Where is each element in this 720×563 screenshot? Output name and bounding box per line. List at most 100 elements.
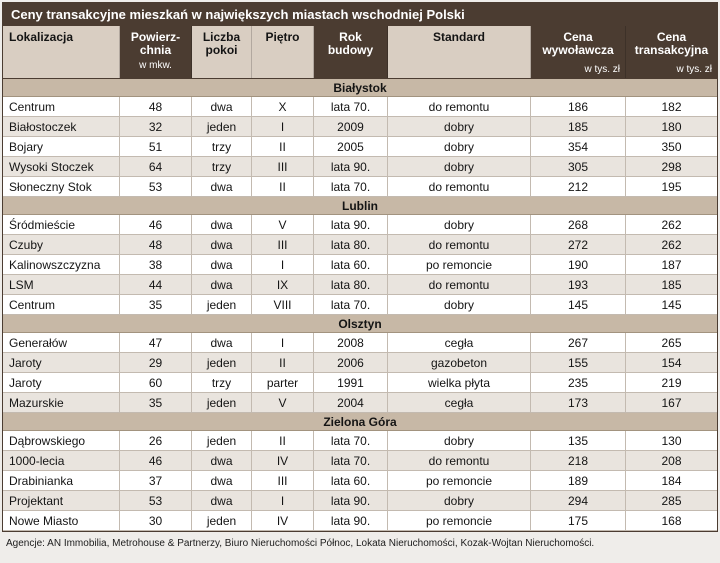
column-header-cena-wywolawcza: Cena wywoławcza w tys. zł bbox=[531, 26, 626, 78]
cell-powierzchnia: 32 bbox=[120, 117, 192, 137]
cell-pietro: I bbox=[252, 117, 314, 137]
column-label: Rok budowy bbox=[327, 30, 374, 57]
cell-standard: dobry bbox=[388, 491, 531, 511]
cell-cena-transakcyjna: 298 bbox=[626, 157, 717, 177]
cell-cena-transakcyjna: 130 bbox=[626, 431, 717, 451]
table-row: Generałów 47 dwa I 2008 cegła 267 265 bbox=[3, 333, 717, 353]
column-label: Cena wywoławcza bbox=[542, 30, 614, 57]
cell-lokalizacja: Jaroty bbox=[3, 373, 120, 393]
cell-standard: dobry bbox=[388, 137, 531, 157]
cell-liczba-pokoi: jeden bbox=[192, 511, 252, 531]
column-header-row: Lokalizacja Powierz- chnia w mkw. Liczba… bbox=[3, 26, 717, 79]
cell-rok-budowy: lata 90. bbox=[314, 157, 388, 177]
cell-rok-budowy: lata 70. bbox=[314, 177, 388, 197]
cell-pietro: I bbox=[252, 255, 314, 275]
cell-standard: do remontu bbox=[388, 177, 531, 197]
cell-rok-budowy: lata 90. bbox=[314, 491, 388, 511]
cell-liczba-pokoi: dwa bbox=[192, 97, 252, 117]
cell-rok-budowy: lata 90. bbox=[314, 511, 388, 531]
cell-pietro: III bbox=[252, 471, 314, 491]
table-row: Drabinianka 37 dwa III lata 60. po remoncie 18… bbox=[3, 471, 717, 491]
cell-cena-wywolawcza: 193 bbox=[531, 275, 626, 295]
cell-powierzchnia: 26 bbox=[120, 431, 192, 451]
table-row: Centrum 35 jeden VIII lata 70. dobry 145 145 bbox=[3, 295, 717, 315]
cell-standard: po remoncie bbox=[388, 471, 531, 491]
column-sublabel: w mkw. bbox=[139, 60, 172, 71]
cell-liczba-pokoi: jeden bbox=[192, 117, 252, 137]
cell-cena-wywolawcza: 305 bbox=[531, 157, 626, 177]
cell-lokalizacja: Mazurskie bbox=[3, 393, 120, 413]
cell-standard: gazobeton bbox=[388, 353, 531, 373]
cell-lokalizacja: Dąbrowskiego bbox=[3, 431, 120, 451]
cell-rok-budowy: lata 60. bbox=[314, 471, 388, 491]
cell-cena-wywolawcza: 268 bbox=[531, 215, 626, 235]
cell-powierzchnia: 60 bbox=[120, 373, 192, 393]
cell-cena-wywolawcza: 155 bbox=[531, 353, 626, 373]
table-row: Mazurskie 35 jeden V 2004 cegła 173 167 bbox=[3, 393, 717, 413]
column-header-rok-budowy: Rok budowy bbox=[314, 26, 388, 78]
cell-cena-transakcyjna: 167 bbox=[626, 393, 717, 413]
table-row: Nowe Miasto 30 jeden IV lata 90. po remoncie 1… bbox=[3, 511, 717, 531]
cell-lokalizacja: Centrum bbox=[3, 97, 120, 117]
table-row: LSM 44 dwa IX lata 80. do remontu 193 185 bbox=[3, 275, 717, 295]
cell-lokalizacja: Słoneczny Stok bbox=[3, 177, 120, 197]
table-row: Jaroty 60 trzy parter 1991 wielka płyta 235 219 bbox=[3, 373, 717, 393]
cell-cena-transakcyjna: 265 bbox=[626, 333, 717, 353]
cell-rok-budowy: lata 90. bbox=[314, 215, 388, 235]
cell-cena-wywolawcza: 212 bbox=[531, 177, 626, 197]
cell-lokalizacja: Czuby bbox=[3, 235, 120, 255]
cell-powierzchnia: 48 bbox=[120, 97, 192, 117]
cell-liczba-pokoi: dwa bbox=[192, 275, 252, 295]
cell-rok-budowy: lata 80. bbox=[314, 235, 388, 255]
cell-standard: dobry bbox=[388, 431, 531, 451]
cell-rok-budowy: 2008 bbox=[314, 333, 388, 353]
cell-cena-transakcyjna: 262 bbox=[626, 215, 717, 235]
cell-pietro: II bbox=[252, 177, 314, 197]
table-row: 1000-lecia 46 dwa IV lata 70. do remontu 218 20… bbox=[3, 451, 717, 471]
cell-standard: dobry bbox=[388, 117, 531, 137]
cell-liczba-pokoi: dwa bbox=[192, 491, 252, 511]
cell-rok-budowy: 2005 bbox=[314, 137, 388, 157]
cell-pietro: II bbox=[252, 353, 314, 373]
cell-standard: wielka płyta bbox=[388, 373, 531, 393]
cell-lokalizacja: Projektant bbox=[3, 491, 120, 511]
cell-pietro: IV bbox=[252, 451, 314, 471]
cell-liczba-pokoi: dwa bbox=[192, 451, 252, 471]
cell-powierzchnia: 53 bbox=[120, 491, 192, 511]
cell-rok-budowy: lata 60. bbox=[314, 255, 388, 275]
cell-pietro: II bbox=[252, 137, 314, 157]
cell-standard: do remontu bbox=[388, 451, 531, 471]
cell-liczba-pokoi: trzy bbox=[192, 137, 252, 157]
cell-lokalizacja: Kalinowszczyzna bbox=[3, 255, 120, 275]
cell-liczba-pokoi: dwa bbox=[192, 235, 252, 255]
cell-cena-wywolawcza: 218 bbox=[531, 451, 626, 471]
section-header: Olsztyn bbox=[3, 315, 717, 333]
cell-standard: po remoncie bbox=[388, 255, 531, 275]
cell-cena-wywolawcza: 173 bbox=[531, 393, 626, 413]
table-row: Dąbrowskiego 26 jeden II lata 70. dobry 135 130 bbox=[3, 431, 717, 451]
cell-cena-transakcyjna: 184 bbox=[626, 471, 717, 491]
cell-rok-budowy: lata 70. bbox=[314, 295, 388, 315]
cell-lokalizacja: 1000-lecia bbox=[3, 451, 120, 471]
cell-rok-budowy: 2009 bbox=[314, 117, 388, 137]
cell-cena-transakcyjna: 187 bbox=[626, 255, 717, 275]
cell-rok-budowy: lata 70. bbox=[314, 451, 388, 471]
cell-lokalizacja: Centrum bbox=[3, 295, 120, 315]
cell-powierzchnia: 51 bbox=[120, 137, 192, 157]
cell-pietro: III bbox=[252, 235, 314, 255]
cell-standard: do remontu bbox=[388, 235, 531, 255]
cell-liczba-pokoi: dwa bbox=[192, 215, 252, 235]
cell-lokalizacja: Bojary bbox=[3, 137, 120, 157]
cell-liczba-pokoi: jeden bbox=[192, 431, 252, 451]
cell-cena-transakcyjna: 185 bbox=[626, 275, 717, 295]
table-row: Słoneczny Stok 53 dwa II lata 70. do remontu 2… bbox=[3, 177, 717, 197]
cell-liczba-pokoi: dwa bbox=[192, 255, 252, 275]
table-title: Ceny transakcyjne mieszkań w największyc… bbox=[3, 3, 717, 26]
cell-pietro: IV bbox=[252, 511, 314, 531]
cell-cena-transakcyjna: 195 bbox=[626, 177, 717, 197]
column-header-pietro: Piętro bbox=[252, 26, 314, 78]
cell-rok-budowy: 1991 bbox=[314, 373, 388, 393]
cell-pietro: II bbox=[252, 431, 314, 451]
